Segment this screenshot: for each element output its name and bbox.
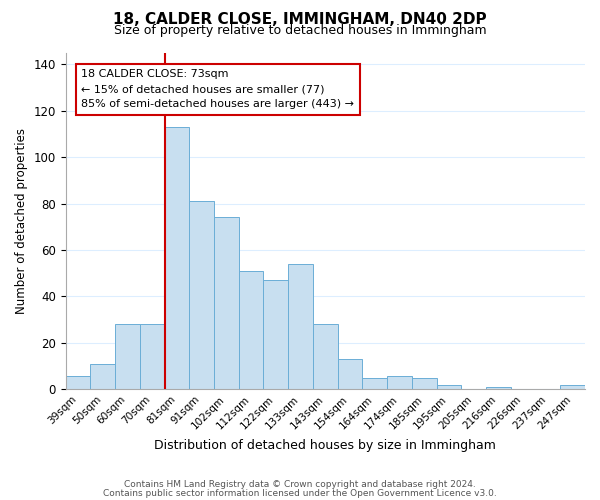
Bar [239, 271, 263, 390]
Text: 18 CALDER CLOSE: 73sqm
← 15% of detached houses are smaller (77)
85% of semi-det: 18 CALDER CLOSE: 73sqm ← 15% of detached… [81, 70, 354, 109]
Bar [313, 324, 338, 390]
Bar [91, 364, 115, 390]
Bar [387, 376, 412, 390]
Bar [486, 387, 511, 390]
Text: Size of property relative to detached houses in Immingham: Size of property relative to detached ho… [113, 24, 487, 37]
X-axis label: Distribution of detached houses by size in Immingham: Distribution of detached houses by size … [154, 440, 496, 452]
Bar [288, 264, 313, 390]
Bar [140, 324, 164, 390]
Bar [412, 378, 437, 390]
Bar [65, 376, 91, 390]
Bar [115, 324, 140, 390]
Bar [263, 280, 288, 390]
Text: 18, CALDER CLOSE, IMMINGHAM, DN40 2DP: 18, CALDER CLOSE, IMMINGHAM, DN40 2DP [113, 12, 487, 28]
Y-axis label: Number of detached properties: Number of detached properties [15, 128, 28, 314]
Bar [190, 201, 214, 390]
Bar [362, 378, 387, 390]
Bar [437, 385, 461, 390]
Text: Contains public sector information licensed under the Open Government Licence v3: Contains public sector information licen… [103, 488, 497, 498]
Bar [560, 385, 585, 390]
Bar [214, 218, 239, 390]
Text: Contains HM Land Registry data © Crown copyright and database right 2024.: Contains HM Land Registry data © Crown c… [124, 480, 476, 489]
Bar [164, 127, 190, 390]
Bar [338, 359, 362, 390]
